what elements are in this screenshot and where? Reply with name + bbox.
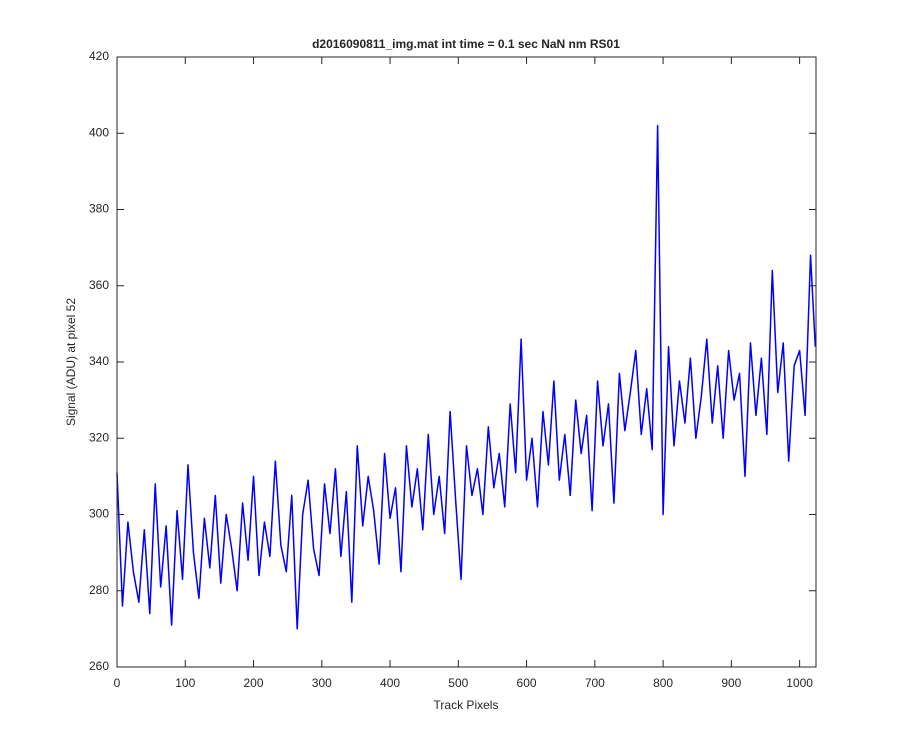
x-tick-label: 100 bbox=[175, 676, 195, 690]
y-tick-label: 360 bbox=[89, 278, 109, 292]
x-tick-label: 300 bbox=[312, 676, 332, 690]
x-tick-label: 700 bbox=[585, 676, 605, 690]
x-tick-label: 200 bbox=[244, 676, 264, 690]
y-tick-label: 280 bbox=[89, 583, 109, 597]
y-tick-label: 340 bbox=[89, 354, 109, 368]
x-tick-label: 500 bbox=[448, 676, 468, 690]
y-tick-label: 260 bbox=[89, 659, 109, 673]
chart-title: d2016090811_img.mat int time = 0.1 sec N… bbox=[312, 37, 620, 51]
x-tick-label: 0 bbox=[114, 676, 121, 690]
axes-box bbox=[116, 56, 817, 668]
x-tick-label: 400 bbox=[380, 676, 400, 690]
y-tick-label: 380 bbox=[89, 202, 109, 216]
x-axis-label: Track Pixels bbox=[434, 698, 499, 712]
x-tick-label: 1000 bbox=[786, 676, 813, 690]
x-tick-label: 600 bbox=[517, 676, 537, 690]
y-tick-label: 300 bbox=[89, 507, 109, 521]
y-tick-label: 400 bbox=[89, 125, 109, 139]
y-tick-label: 320 bbox=[89, 430, 109, 444]
data-line bbox=[116, 124, 817, 630]
x-tick-label: 900 bbox=[721, 676, 741, 690]
y-axis-label: Signal (ADU) at pixel 52 bbox=[64, 298, 78, 426]
y-tick-label: 420 bbox=[89, 49, 109, 63]
x-tick-label: 800 bbox=[653, 676, 673, 690]
